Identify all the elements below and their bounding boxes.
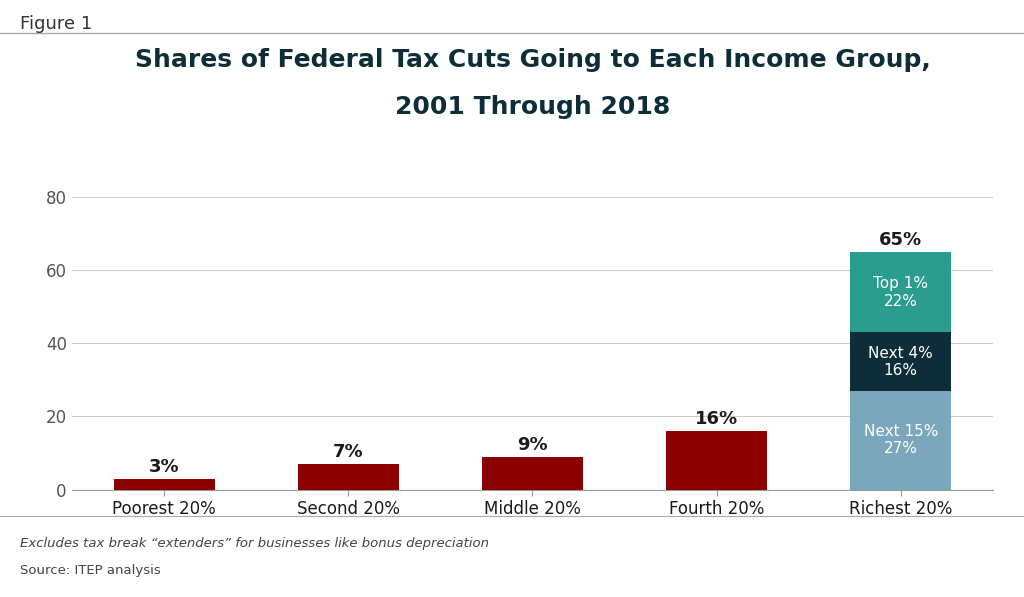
Bar xyxy=(850,252,951,333)
Bar xyxy=(482,457,583,490)
Bar xyxy=(114,479,215,490)
Bar xyxy=(850,333,951,391)
Text: Next 15%
27%: Next 15% 27% xyxy=(863,424,938,457)
Text: Top 1%
22%: Top 1% 22% xyxy=(873,276,928,309)
Bar xyxy=(850,391,951,490)
Text: 16%: 16% xyxy=(695,410,738,428)
Text: Figure 1: Figure 1 xyxy=(20,15,93,33)
Text: 2001 Through 2018: 2001 Through 2018 xyxy=(395,96,670,119)
Text: Excludes tax break “extenders” for businesses like bonus depreciation: Excludes tax break “extenders” for busin… xyxy=(20,537,489,550)
Text: Source: ITEP analysis: Source: ITEP analysis xyxy=(20,564,161,577)
Text: 9%: 9% xyxy=(517,436,548,454)
Text: Next 4%
16%: Next 4% 16% xyxy=(868,346,933,378)
Text: 7%: 7% xyxy=(333,443,364,461)
Text: 65%: 65% xyxy=(880,231,923,249)
Text: Shares of Federal Tax Cuts Going to Each Income Group,: Shares of Federal Tax Cuts Going to Each… xyxy=(134,48,931,72)
Text: 3%: 3% xyxy=(148,458,179,476)
Bar xyxy=(298,464,399,490)
Bar xyxy=(666,431,767,490)
